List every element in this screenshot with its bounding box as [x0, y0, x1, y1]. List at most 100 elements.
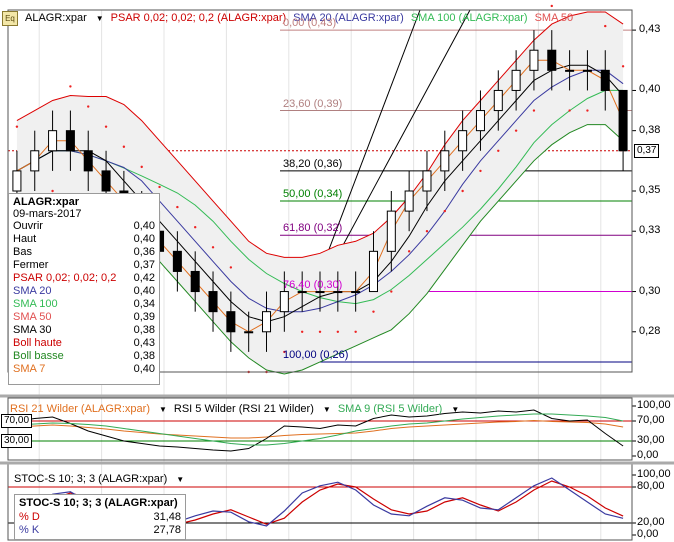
candle-body	[565, 69, 575, 72]
psar-dot	[425, 230, 429, 233]
psar-dot	[69, 85, 72, 88]
stoc-tick-label: 20,00	[637, 516, 665, 528]
rsi-series-line	[16, 419, 624, 439]
rsi-left-tag: 70,00	[1, 414, 33, 428]
main-header: Eq ALAGR:xpar ▼ PSAR 0,02; 0,02; 0,2 (ALA…	[0, 10, 580, 26]
psar-dot	[461, 189, 464, 193]
rsi5-label[interactable]: RSI 5 Wilder (RSI 21 Wilder)	[173, 403, 314, 415]
dropdown-triangle-icon[interactable]: ▼	[95, 13, 104, 23]
rsi-series-line	[16, 413, 624, 446]
candle-body	[368, 250, 378, 293]
price-tick-label: 0,30	[639, 284, 661, 297]
header-symbol[interactable]: ALAGR:xpar	[25, 12, 87, 24]
legend-row: Haut 0,40	[9, 233, 159, 246]
legend-row: Fermer 0,37	[9, 259, 159, 272]
dropdown-triangle-icon[interactable]: ▼	[451, 404, 460, 414]
stoc-legend-value: 31,48	[153, 511, 181, 523]
legend-row: Ouvrir 0,40	[9, 220, 159, 233]
equity-icon[interactable]: Eq	[2, 10, 18, 26]
header-psar[interactable]: PSAR 0,02; 0,02; 0,2 (ALAGR:xpar)	[110, 12, 287, 24]
psar-dot	[300, 330, 304, 333]
stoc-legend-label: % K	[19, 524, 40, 536]
candle-body	[172, 250, 182, 272]
candle-body	[600, 69, 610, 91]
rsi21-label[interactable]: RSI 21 Wilder (ALAGR:xpar)	[10, 403, 150, 415]
legend-label: Bas	[13, 246, 32, 258]
psar-dot	[104, 125, 108, 128]
candle-body	[333, 291, 343, 294]
candle-body	[279, 291, 289, 313]
psar-dot	[532, 109, 536, 112]
legend-label: Fermer	[13, 259, 49, 271]
legend-label: SMA 20	[13, 285, 52, 297]
stoc-legend: STOC-S 10; 3; 3 (ALAGR:xpar) % D 31,48% K…	[14, 494, 186, 540]
fibonacci-label: 50,00 (0,34)	[283, 188, 343, 201]
stoc-label[interactable]: STOC-S 10; 3; 3 (ALAGR:xpar)	[14, 473, 168, 485]
candle-body	[582, 69, 592, 72]
psar-dot	[336, 330, 340, 333]
candle-body	[618, 89, 628, 152]
bollinger-upper-line	[16, 11, 624, 258]
header-sma20[interactable]: SMA 20 (ALAGR:xpar)	[293, 12, 404, 24]
rsi-series-line	[16, 409, 624, 452]
candle-body	[475, 110, 485, 132]
psar-dot	[318, 330, 322, 333]
price-tick-label: 0,40	[639, 83, 661, 96]
candle-body	[493, 89, 503, 112]
stoc-tick-label: 0,00	[637, 528, 659, 540]
legend-value: 0,43	[133, 337, 155, 349]
legend-label: PSAR 0,02; 0,02; 0,2	[13, 272, 117, 284]
legend-row: PSAR 0,02; 0,02; 0,2 0,42	[9, 272, 159, 285]
legend-row: SMA 7 0,40	[9, 363, 159, 376]
legend-label: Ouvrir	[13, 220, 43, 232]
psar-dot	[390, 290, 393, 293]
legend-label: SMA 30	[13, 324, 52, 336]
legend-value: 0,37	[133, 259, 155, 271]
psar-dot	[158, 185, 161, 189]
stoc-legend-label: % D	[19, 511, 40, 523]
psar-dot	[497, 149, 500, 152]
psar-dot	[15, 125, 19, 128]
dropdown-triangle-icon[interactable]: ▼	[176, 474, 185, 484]
header-sma100[interactable]: SMA 100 (ALAGR:xpar)	[410, 12, 528, 24]
dropdown-triangle-icon[interactable]: ▼	[158, 404, 167, 414]
psar-dot	[51, 189, 54, 193]
psar-dot	[568, 109, 571, 112]
data-legend: ALAGR:xpar 09-mars-2017 Ouvrir 0,40 Haut 0,…	[8, 193, 160, 385]
candle-body	[48, 130, 58, 152]
psar-dot	[621, 65, 625, 68]
psar-dot	[229, 266, 233, 269]
dropdown-triangle-icon[interactable]: ▼	[322, 404, 331, 414]
legend-row: SMA 50 0,39	[9, 311, 159, 324]
rsi-tick-label: 30,00	[637, 434, 665, 446]
fibonacci-label: 61,80 (0,32)	[283, 222, 343, 235]
candle-body	[30, 150, 40, 172]
psar-dot	[604, 24, 607, 28]
candle-body	[262, 311, 272, 333]
psar-dot	[479, 169, 482, 173]
rsi-header: RSI 21 Wilder (ALAGR:xpar) ▼ RSI 5 Wilder…	[10, 401, 466, 417]
stoc-tick-label: 100,00	[637, 468, 671, 480]
candle-body	[226, 311, 236, 333]
psar-dot	[176, 205, 179, 209]
legend-value: 0,38	[133, 350, 155, 362]
header-sma50[interactable]: SMA 50	[534, 12, 574, 24]
rsi-tick-label: 0,00	[637, 449, 659, 461]
legend-label: Boll haute	[13, 337, 62, 349]
legend-label: Boll basse	[13, 350, 64, 362]
price-tick-label: 0,33	[639, 224, 661, 237]
psar-dot	[354, 330, 357, 333]
legend-date: 09-mars-2017	[13, 208, 82, 220]
candle-body	[315, 291, 325, 294]
panel-frames	[0, 9, 674, 541]
psar-dot	[87, 105, 90, 108]
legend-label: SMA 100	[13, 298, 58, 310]
fibonacci-label: 76,40 (0,30)	[283, 278, 343, 291]
legend-title: ALAGR:xpar	[13, 196, 80, 208]
stoc-legend-row: % D 31,48	[15, 511, 185, 524]
rsi-sma9-label[interactable]: SMA 9 (RSI 5 Wilder)	[337, 403, 443, 415]
legend-row: SMA 20 0,40	[9, 285, 159, 298]
fibonacci-label: 38,20 (0,36)	[283, 157, 343, 170]
rsi-left-tag: 30,00	[1, 434, 33, 448]
candle-body	[351, 291, 361, 294]
